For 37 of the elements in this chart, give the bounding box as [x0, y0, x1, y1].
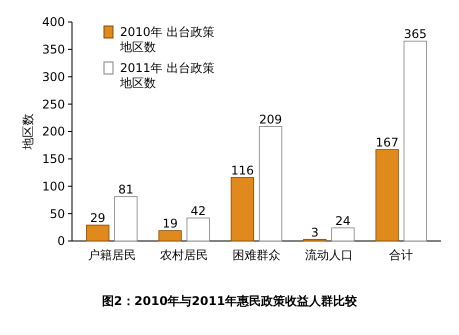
data-label: 81: [118, 182, 134, 197]
y-tick-label: 0: [57, 234, 65, 248]
text: 图2：2010年与2011年惠民政策收益人群比较: [102, 294, 358, 308]
data-label: 29: [90, 211, 106, 226]
data-label: 116: [230, 163, 254, 178]
bar: [404, 40, 427, 242]
x-tick-label: 农村居民: [160, 248, 208, 262]
y-tick-label: 250: [42, 97, 65, 112]
bar: [186, 218, 210, 242]
data-label: 365: [404, 27, 427, 42]
x-tick-label: 困难群众: [232, 248, 280, 262]
data-label: 42: [190, 204, 206, 218]
y-tick-label: 200: [42, 124, 65, 139]
y-tick-label: 300: [42, 70, 65, 84]
data-label: 167: [376, 136, 399, 150]
bar: [114, 196, 138, 242]
bar: [230, 177, 254, 242]
legend-label: 2011年 出台政策地区数: [119, 61, 214, 90]
y-tick-label: 100: [42, 179, 65, 194]
data-label: 3: [310, 225, 319, 240]
data-label: 24: [335, 214, 351, 228]
bar: [375, 149, 399, 242]
x-tick-label: 流动人口: [304, 248, 353, 262]
x-tick-label: 户籍居民: [88, 248, 136, 262]
x-tick-label: 合计: [389, 248, 414, 262]
legend-label: 2010年 出台政策地区数: [119, 25, 214, 54]
y-tick-label: 150: [42, 152, 65, 166]
y-tick-label: 350: [42, 42, 65, 57]
bar: [86, 224, 110, 242]
y-tick-label: 50: [50, 206, 65, 221]
bar: [258, 126, 282, 242]
bar: [331, 227, 355, 242]
y-axis-title: 地区数: [21, 114, 35, 150]
y-tick-label: 400: [42, 15, 65, 30]
data-label: 19: [162, 216, 178, 231]
data-label: 209: [259, 112, 282, 127]
bar: [158, 230, 182, 242]
